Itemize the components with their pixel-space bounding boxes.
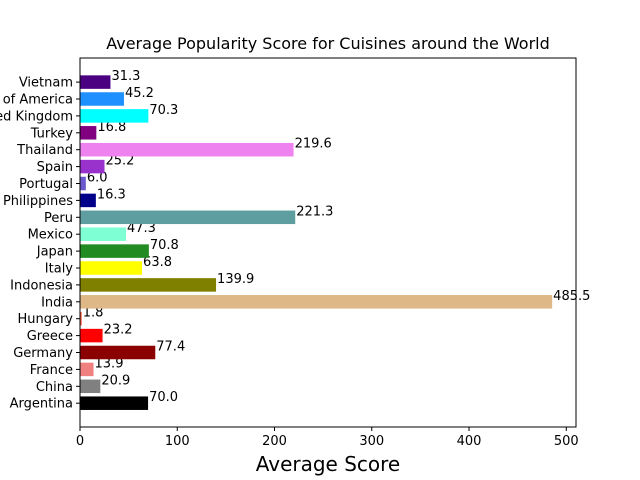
bar-argentina bbox=[80, 396, 149, 410]
bar-greece bbox=[80, 328, 103, 343]
bar-thailand bbox=[80, 142, 294, 157]
y-tick-label-thailand: Thailand bbox=[16, 143, 73, 158]
bar-hungary bbox=[80, 311, 82, 326]
x-axis-label: Average Score bbox=[256, 452, 401, 476]
y-tick-label-portugal: Portugal bbox=[19, 177, 73, 192]
data-label-united-kingdom: 70.3 bbox=[149, 103, 178, 118]
y-tick-label-turkey: Turkey bbox=[30, 126, 74, 141]
bar-turkey bbox=[80, 126, 97, 140]
data-label-japan: 70.8 bbox=[150, 238, 179, 253]
bar-france bbox=[80, 362, 94, 377]
y-tick-label-united-kingdom: United Kingdom bbox=[0, 109, 73, 124]
x-tick-label: 100 bbox=[165, 434, 190, 449]
y-tick-label-india: India bbox=[41, 295, 73, 310]
y-tick-label-japan: Japan bbox=[36, 245, 73, 260]
bar-peru bbox=[80, 210, 296, 225]
bar-vietnam bbox=[80, 75, 111, 89]
y-tick-label-peru: Peru bbox=[44, 211, 73, 226]
data-label-turkey: 16.8 bbox=[97, 120, 126, 135]
data-label-india: 485.5 bbox=[553, 289, 590, 304]
y-tick-label-indonesia: Indonesia bbox=[10, 278, 73, 293]
data-label-france: 13.9 bbox=[95, 356, 124, 371]
data-label-hungary: 1.8 bbox=[83, 306, 104, 321]
bar-italy bbox=[80, 261, 143, 275]
data-label-china: 20.9 bbox=[101, 373, 130, 388]
y-tick-label-philippines: Philippines bbox=[3, 194, 73, 209]
y-tick-label-mexico: Mexico bbox=[28, 228, 73, 243]
y-tick-label-vietnam: Vietnam bbox=[19, 76, 73, 91]
x-tick-label: 200 bbox=[262, 434, 287, 449]
data-label-greece: 23.2 bbox=[104, 323, 133, 338]
data-label-germany: 77.4 bbox=[156, 340, 185, 355]
data-label-peru: 221.3 bbox=[296, 204, 333, 219]
plot-frame bbox=[79, 57, 577, 428]
y-tick-label-hungary: Hungary bbox=[17, 312, 73, 327]
data-label-argentina: 70.0 bbox=[149, 390, 178, 405]
y-tick-label-spain: Spain bbox=[37, 160, 73, 175]
x-tick-label: 300 bbox=[359, 434, 384, 449]
bar-united-kingdom bbox=[80, 109, 149, 123]
y-tick-label-china: China bbox=[36, 380, 73, 395]
x-tick-label: 400 bbox=[457, 434, 482, 449]
data-label-italy: 63.8 bbox=[143, 255, 172, 270]
data-label-thailand: 219.6 bbox=[295, 137, 332, 152]
plot-area: 0 100 200 300 400 500 Argentina 70.0 China 20.9 Fr… bbox=[0, 69, 590, 449]
bar-philippines bbox=[80, 193, 96, 208]
data-label-indonesia: 139.9 bbox=[217, 272, 254, 287]
y-tick-label-united-states-of-america: United States of America bbox=[0, 93, 73, 108]
y-tick-label-france: France bbox=[30, 363, 73, 378]
chart-title: Average Popularity Score for Cuisines ar… bbox=[106, 34, 550, 53]
y-tick-label-greece: Greece bbox=[27, 329, 73, 344]
data-label-portugal: 6.0 bbox=[87, 171, 108, 186]
bar-japan bbox=[80, 244, 149, 258]
bar-china bbox=[80, 379, 101, 394]
bar-spain bbox=[80, 159, 105, 174]
data-label-philippines: 16.3 bbox=[97, 187, 126, 202]
data-label-mexico: 47.3 bbox=[127, 221, 156, 236]
bar-portugal bbox=[80, 176, 86, 191]
bar-united-states-of-america bbox=[80, 92, 124, 106]
x-tick-label: 0 bbox=[76, 434, 84, 449]
data-label-united-states-of-america: 45.2 bbox=[125, 86, 154, 101]
data-label-spain: 25.2 bbox=[106, 154, 135, 169]
y-tick-label-italy: Italy bbox=[45, 262, 74, 277]
y-tick-label-germany: Germany bbox=[13, 346, 73, 361]
y-tick-label-argentina: Argentina bbox=[10, 397, 73, 412]
bar-indonesia bbox=[80, 278, 217, 292]
x-tick-label: 500 bbox=[554, 434, 579, 449]
bar-india bbox=[80, 295, 553, 309]
bar-germany bbox=[80, 345, 156, 360]
data-label-vietnam: 31.3 bbox=[111, 69, 140, 84]
bar-mexico bbox=[80, 227, 127, 241]
